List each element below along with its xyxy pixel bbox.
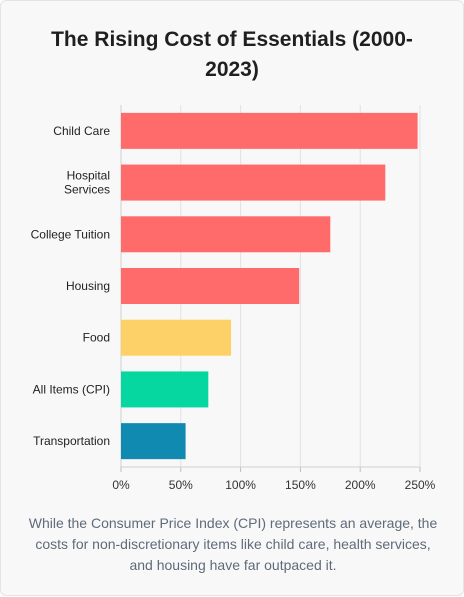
y-category-label-line: Services bbox=[64, 183, 110, 197]
y-category-label: Child Care bbox=[53, 124, 110, 138]
bar bbox=[121, 112, 418, 149]
bar bbox=[121, 371, 209, 408]
y-category-label: All Items (CPI) bbox=[33, 382, 110, 396]
bar bbox=[121, 319, 232, 356]
bar bbox=[121, 423, 186, 460]
y-category-label-line: Transportation bbox=[33, 434, 110, 448]
y-category-label: Housing bbox=[66, 279, 110, 293]
y-category-label: Hospital Services bbox=[64, 169, 110, 197]
x-tick-label: 0% bbox=[112, 478, 130, 492]
x-tick-label: 150% bbox=[285, 478, 316, 492]
y-category-label-line: Housing bbox=[66, 279, 110, 293]
x-tick-label: 100% bbox=[225, 478, 256, 492]
x-tick-label: 200% bbox=[345, 478, 376, 492]
y-category-label: College Tuition bbox=[31, 227, 110, 241]
y-category-label-line: Hospital bbox=[67, 169, 110, 183]
chart-caption: While the Consumer Price Index (CPI) rep… bbox=[28, 515, 438, 573]
y-category-label: Food bbox=[83, 331, 110, 345]
y-category-label-line: College Tuition bbox=[31, 227, 110, 241]
bar bbox=[121, 216, 331, 253]
chart-title: The Rising Cost of Essentials (2000-2023… bbox=[51, 28, 413, 81]
bar bbox=[121, 268, 300, 304]
y-category-label-line: All Items (CPI) bbox=[33, 382, 110, 396]
y-category-label-line: Food bbox=[83, 331, 110, 345]
x-tick-label: 250% bbox=[405, 478, 436, 492]
y-category-label: Transportation bbox=[33, 434, 110, 448]
x-tick-label: 50% bbox=[169, 478, 193, 492]
y-category-label-line: Child Care bbox=[53, 124, 110, 138]
bar bbox=[121, 164, 386, 201]
